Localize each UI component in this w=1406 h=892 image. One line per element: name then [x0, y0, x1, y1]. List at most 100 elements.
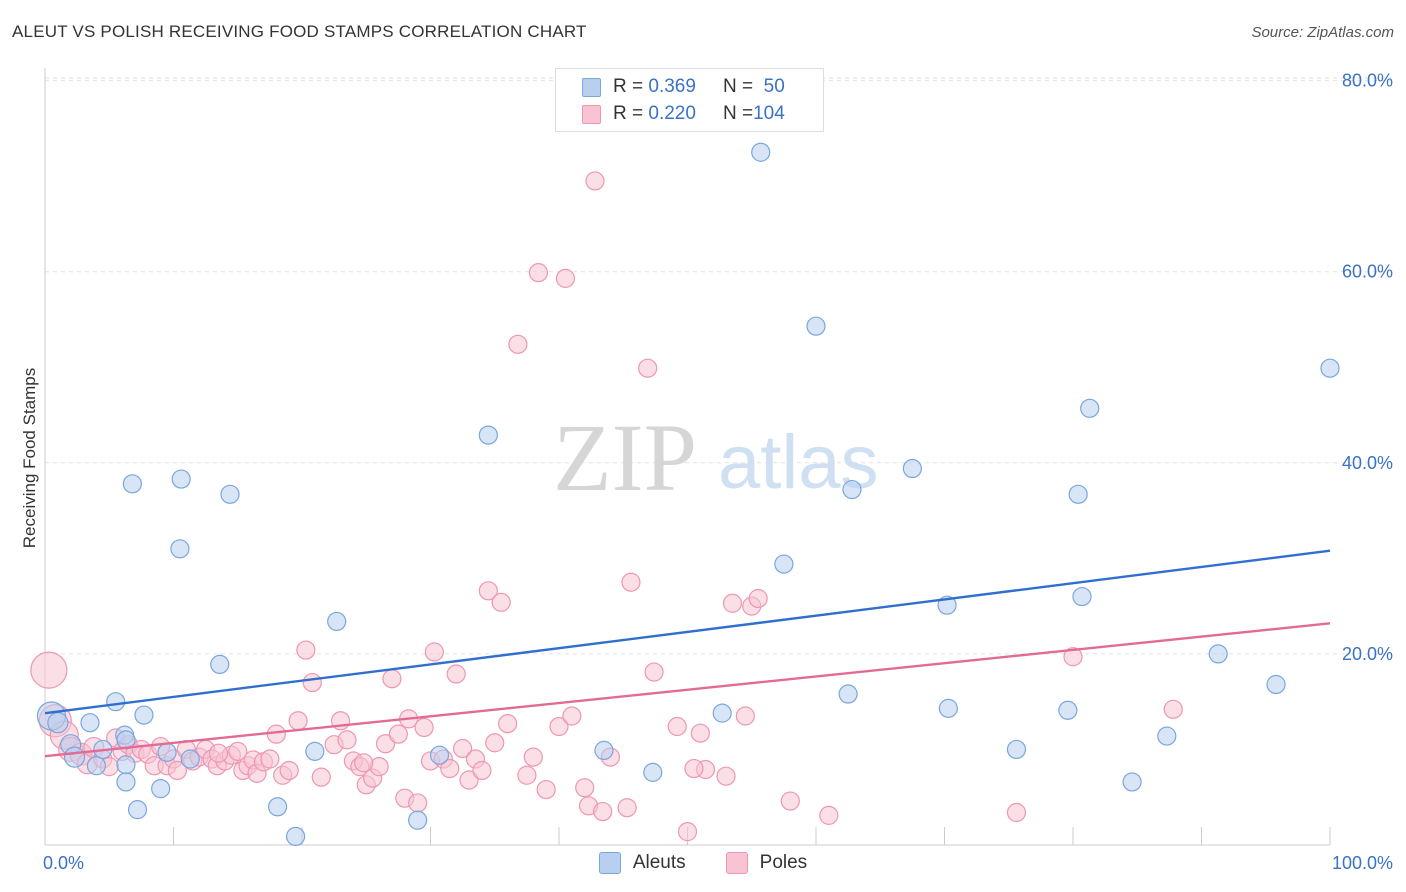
aleut-point	[902, 458, 922, 479]
poles-point	[266, 724, 286, 744]
poles-point	[780, 791, 800, 811]
aleut-point	[151, 779, 171, 799]
poles-point	[690, 723, 710, 743]
aleut-point	[1080, 398, 1100, 418]
aleut-point	[47, 712, 69, 734]
poles-point	[30, 651, 68, 689]
poles-point	[453, 738, 473, 759]
poles-point	[621, 572, 641, 592]
poles-point	[498, 714, 518, 734]
watermark-zip: ZIP	[553, 404, 697, 511]
poles-point	[296, 640, 316, 660]
poles-point	[677, 822, 698, 842]
poles-point	[388, 724, 408, 744]
aleut-point	[210, 654, 230, 675]
poles-point	[575, 778, 595, 798]
poles-point	[408, 793, 428, 813]
poles-swatch	[582, 104, 601, 124]
aleut-point	[1068, 484, 1088, 504]
aleut-point	[171, 469, 191, 489]
aleut-point	[1122, 772, 1142, 792]
poles-point	[523, 747, 543, 767]
aleut-point	[838, 684, 858, 704]
aleut-n-label: N =	[723, 76, 754, 97]
aleut-point	[327, 611, 347, 632]
aleuts-legend-label: Aleuts	[632, 852, 686, 873]
poles-n-label: N =	[723, 103, 754, 124]
aleut-point	[594, 740, 614, 761]
poles-point	[311, 767, 331, 787]
aleut-point	[751, 142, 771, 162]
legend-item-poles[interactable]: Poles	[725, 852, 808, 874]
aleut-point	[1006, 739, 1027, 760]
aleut-point	[170, 539, 190, 559]
poles-point	[593, 801, 613, 822]
aleut-point	[80, 713, 100, 733]
aleut-point	[267, 797, 288, 817]
poles-r-label: R =	[613, 103, 649, 124]
poles-point	[1006, 802, 1027, 823]
aleut-point	[1072, 586, 1092, 607]
poles-point	[208, 743, 229, 763]
chart-title: ALEUT VS POLISH RECEIVING FOOD STAMPS CO…	[12, 22, 587, 41]
poles-point	[491, 592, 511, 612]
legend-row-aleuts: R = 0.369 N = 50	[582, 74, 785, 100]
poles-point	[716, 766, 736, 786]
aleut-point	[1320, 358, 1340, 378]
aleut-point	[180, 749, 200, 769]
poles-point	[1063, 647, 1083, 667]
poles-point	[644, 662, 664, 682]
aleut-point	[643, 762, 663, 782]
poles-point	[508, 334, 528, 354]
aleut-point	[1157, 726, 1177, 746]
poles-n-value: 104	[753, 103, 785, 124]
aleut-point	[134, 705, 154, 725]
aleut-swatch	[582, 77, 601, 97]
legend-item-aleuts[interactable]: Aleuts	[598, 852, 686, 874]
y-tick-label: 40.0%	[1342, 453, 1393, 473]
aleut-point	[478, 425, 498, 445]
poles-point	[819, 805, 839, 825]
poles-legend-swatch	[725, 852, 748, 874]
aleut-point	[305, 741, 325, 761]
poles-point	[472, 760, 492, 781]
data-points	[30, 142, 1340, 847]
poles-point	[1163, 699, 1183, 719]
poles-point	[555, 268, 576, 288]
poles-trend-line	[44, 622, 1331, 758]
aleut-point	[712, 703, 732, 723]
poles-point	[748, 588, 768, 609]
poles-point	[382, 669, 402, 689]
poles-point	[617, 798, 637, 818]
poles-legend-label: Poles	[759, 852, 808, 873]
aleut-point	[63, 746, 86, 768]
aleut-r-label: R =	[613, 76, 649, 97]
y-axis-label: Receiving Food Stamps	[20, 368, 39, 548]
watermark: ZIP atlas	[553, 404, 879, 511]
poles-point	[528, 263, 549, 283]
source-label: Source: ZipAtlas.com	[1251, 24, 1394, 41]
series-legend: Aleuts Poles	[0, 852, 1406, 874]
trend-lines	[44, 549, 1331, 758]
poles-point	[167, 760, 187, 781]
legend-row-poles: R = 0.220 N = 104	[582, 101, 785, 127]
aleut-point	[127, 800, 148, 820]
aleut-point	[1266, 674, 1286, 695]
poles-point	[446, 664, 466, 684]
aleut-point	[1058, 700, 1078, 720]
poles-point	[440, 758, 460, 779]
y-tick-label: 80.0%	[1342, 71, 1393, 91]
aleut-point	[106, 692, 126, 712]
x-tick-label-max: 100.0%	[1332, 853, 1393, 873]
correlation-legend: R = 0.369 N = 50 R = 0.220 N = 104	[555, 68, 824, 132]
aleut-n-value: 50	[763, 76, 785, 97]
poles-point	[549, 716, 569, 737]
tick-labels: 20.0% 40.0% 60.0% 80.0% 0.0% 100.0%	[43, 71, 1393, 873]
poles-point	[638, 358, 658, 378]
aleut-point	[938, 698, 958, 718]
aleut-point	[86, 756, 107, 776]
poles-point	[459, 770, 479, 790]
poles-point	[485, 733, 505, 753]
poles-r-value: 0.220	[648, 103, 696, 124]
